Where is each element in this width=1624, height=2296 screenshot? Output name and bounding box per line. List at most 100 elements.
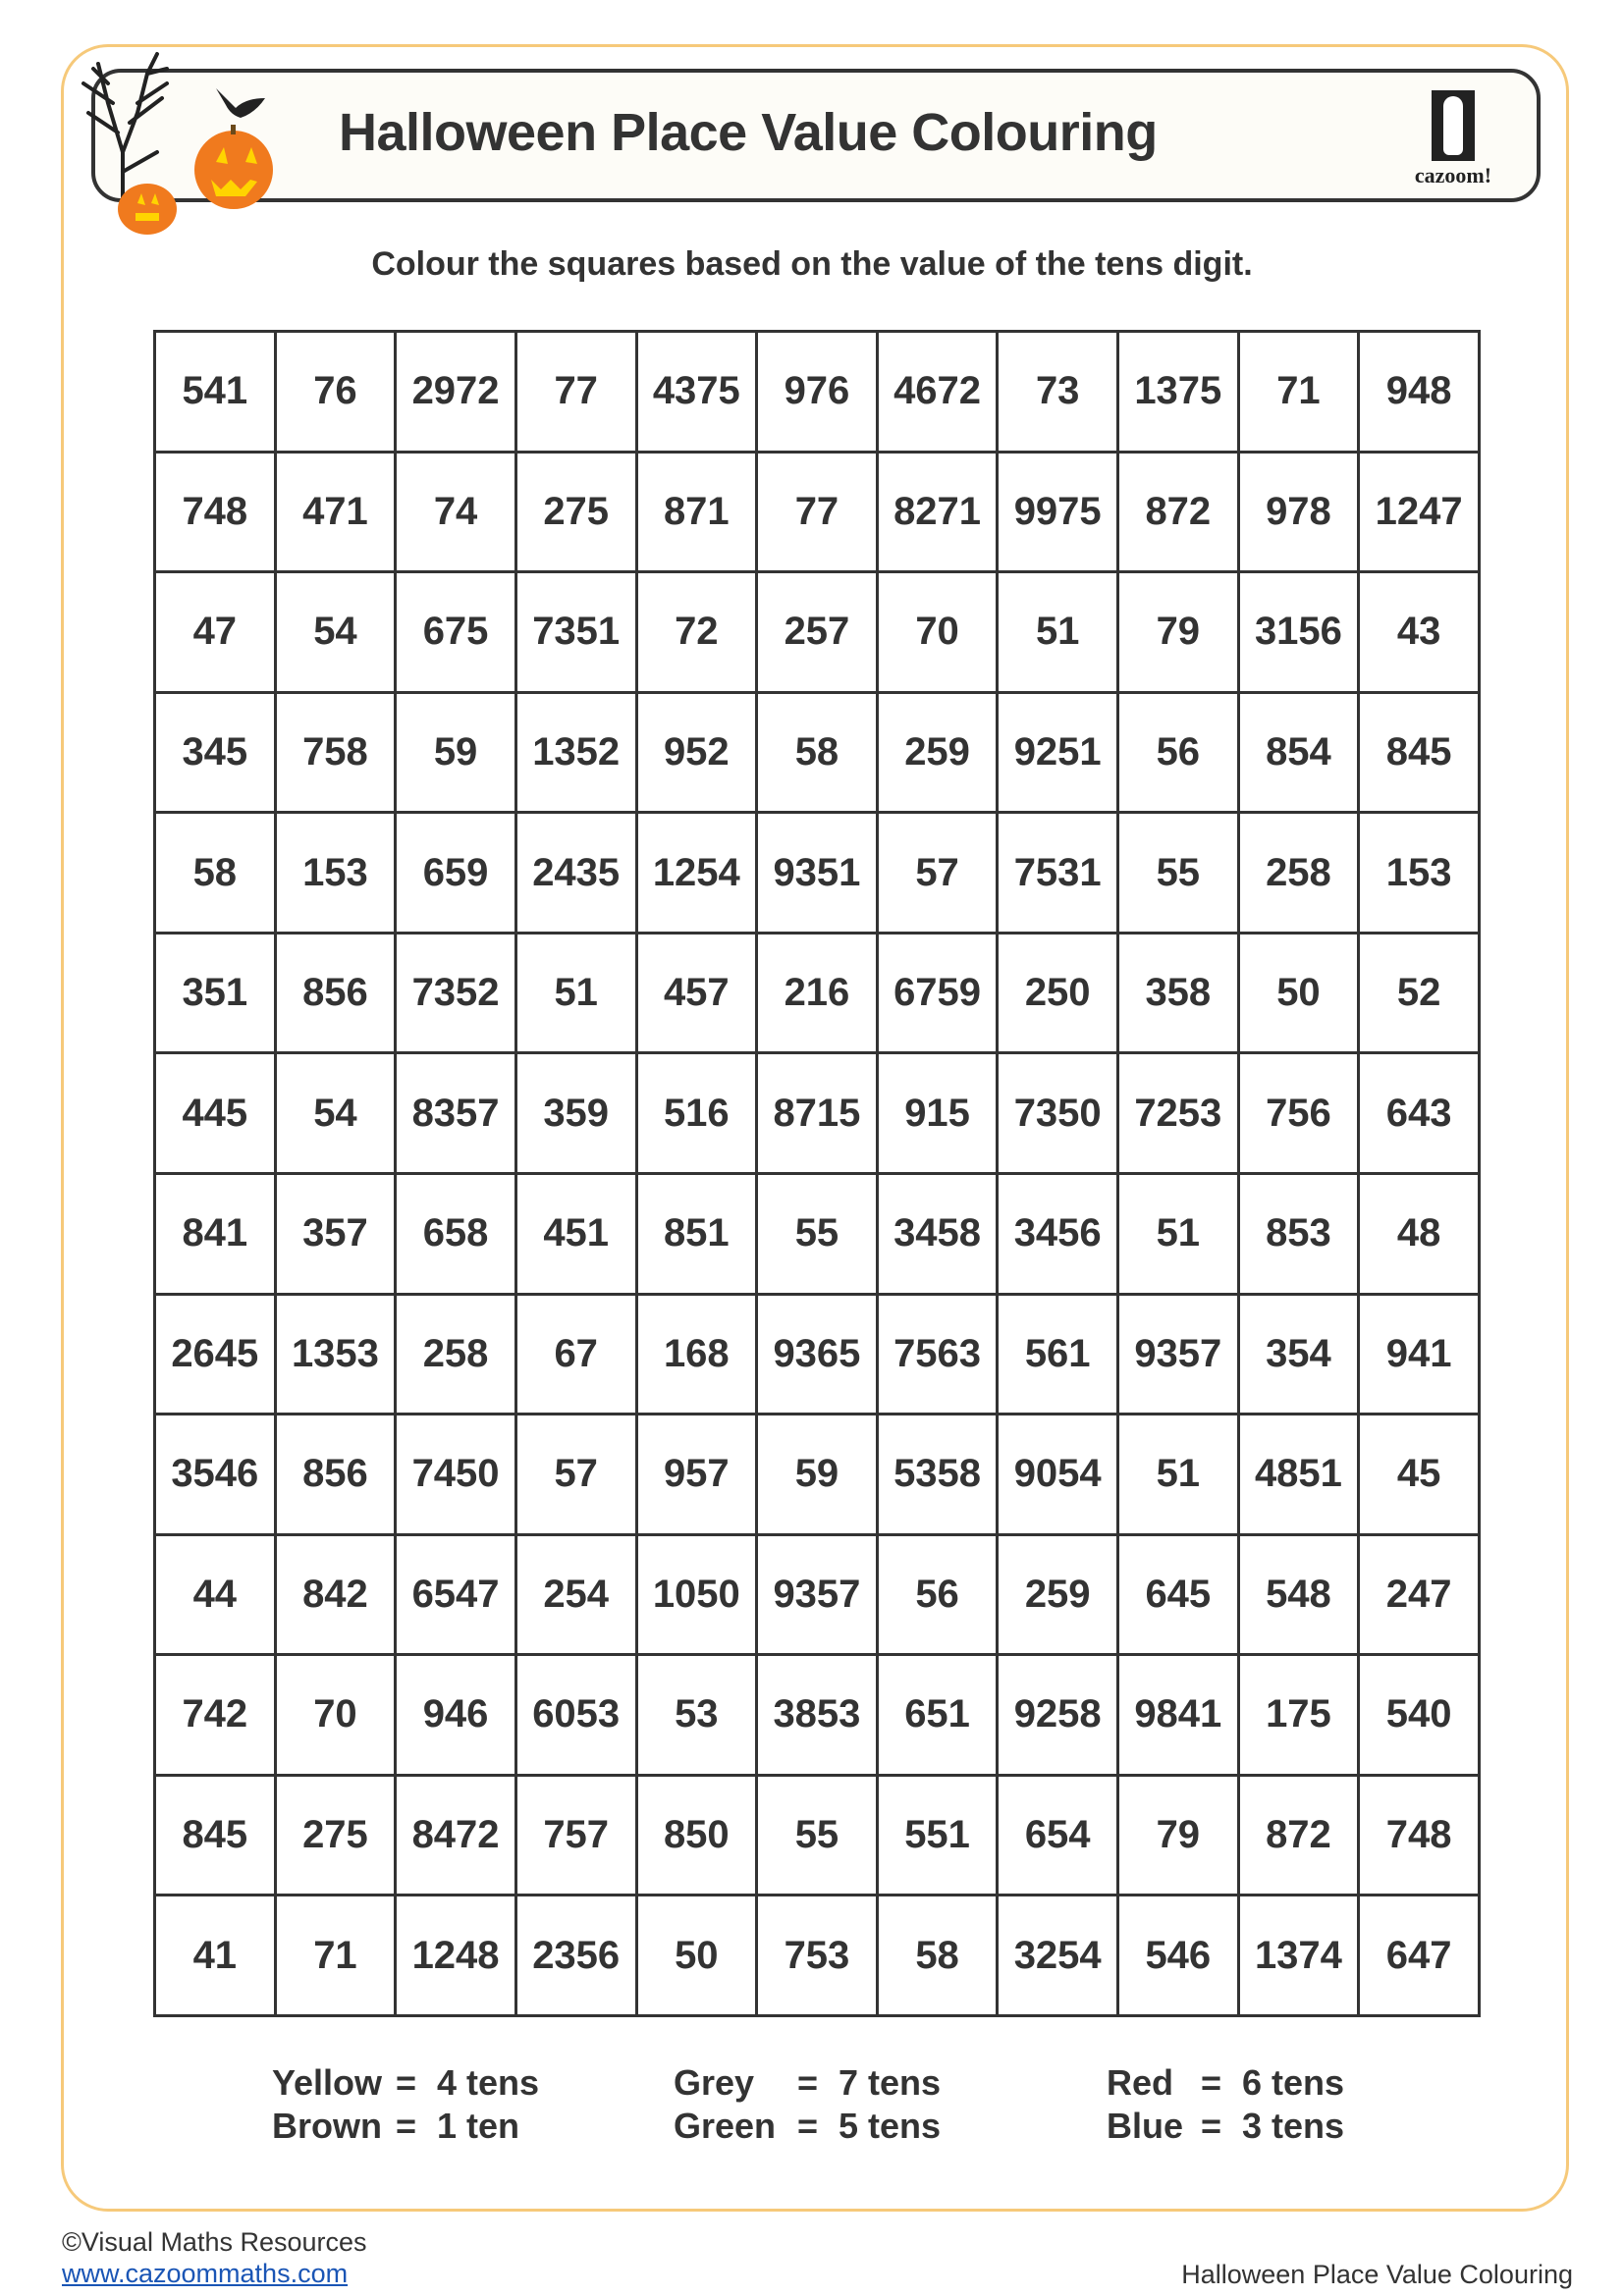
website-link[interactable]: www.cazoommaths.com (62, 2259, 349, 2288)
grid-cell[interactable]: 659 (394, 811, 517, 934)
grid-cell[interactable]: 259 (875, 690, 1000, 815)
grid-cell[interactable]: 216 (755, 931, 879, 1055)
grid-cell[interactable]: 67 (514, 1292, 638, 1416)
grid-cell[interactable]: 250 (996, 931, 1119, 1055)
grid-cell[interactable]: 77 (755, 450, 879, 574)
grid-cell[interactable]: 8715 (755, 1051, 879, 1175)
grid-cell[interactable]: 76 (273, 330, 398, 454)
grid-cell[interactable]: 748 (1357, 1773, 1481, 1897)
grid-cell[interactable]: 7531 (996, 811, 1119, 934)
grid-cell[interactable]: 853 (1236, 1171, 1361, 1296)
grid-cell[interactable]: 57 (514, 1413, 638, 1536)
grid-cell[interactable]: 1353 (273, 1292, 398, 1416)
grid-cell[interactable]: 41 (153, 1894, 277, 2017)
grid-cell[interactable]: 168 (634, 1292, 759, 1416)
grid-cell[interactable]: 976 (755, 330, 879, 454)
grid-cell[interactable]: 957 (634, 1413, 759, 1536)
grid-cell[interactable]: 647 (1357, 1894, 1481, 2017)
grid-cell[interactable]: 55 (755, 1171, 879, 1296)
grid-cell[interactable]: 548 (1236, 1532, 1361, 1657)
grid-cell[interactable]: 8472 (394, 1773, 517, 1897)
grid-cell[interactable]: 872 (1116, 450, 1240, 574)
grid-cell[interactable]: 842 (273, 1532, 398, 1657)
grid-cell[interactable]: 651 (875, 1653, 1000, 1777)
grid-cell[interactable]: 757 (514, 1773, 638, 1897)
grid-cell[interactable]: 70 (875, 570, 1000, 694)
grid-cell[interactable]: 71 (273, 1894, 398, 2017)
grid-cell[interactable]: 47 (153, 570, 277, 694)
grid-cell[interactable]: 471 (273, 450, 398, 574)
grid-cell[interactable]: 6053 (514, 1653, 638, 1777)
grid-cell[interactable]: 1374 (1236, 1894, 1361, 2017)
grid-cell[interactable]: 753 (755, 1894, 879, 2017)
grid-cell[interactable]: 351 (153, 931, 277, 1055)
grid-cell[interactable]: 79 (1116, 1773, 1240, 1897)
grid-cell[interactable]: 50 (1236, 931, 1361, 1055)
grid-cell[interactable]: 54 (273, 570, 398, 694)
grid-cell[interactable]: 51 (1116, 1413, 1240, 1536)
grid-cell[interactable]: 70 (273, 1653, 398, 1777)
grid-cell[interactable]: 44 (153, 1532, 277, 1657)
grid-cell[interactable]: 872 (1236, 1773, 1361, 1897)
grid-cell[interactable]: 71 (1236, 330, 1361, 454)
grid-cell[interactable]: 850 (634, 1773, 759, 1897)
grid-cell[interactable]: 6759 (875, 931, 1000, 1055)
grid-cell[interactable]: 952 (634, 690, 759, 815)
grid-cell[interactable]: 643 (1357, 1051, 1481, 1175)
grid-cell[interactable]: 3853 (755, 1653, 879, 1777)
grid-cell[interactable]: 258 (394, 1292, 517, 1416)
grid-cell[interactable]: 59 (755, 1413, 879, 1536)
grid-cell[interactable]: 4851 (1236, 1413, 1361, 1536)
grid-cell[interactable]: 247 (1357, 1532, 1481, 1657)
grid-cell[interactable]: 8271 (875, 450, 1000, 574)
grid-cell[interactable]: 275 (273, 1773, 398, 1897)
grid-cell[interactable]: 645 (1116, 1532, 1240, 1657)
grid-cell[interactable]: 58 (153, 811, 277, 934)
grid-cell[interactable]: 948 (1357, 330, 1481, 454)
grid-cell[interactable]: 153 (273, 811, 398, 934)
grid-cell[interactable]: 4672 (875, 330, 1000, 454)
grid-cell[interactable]: 55 (1116, 811, 1240, 934)
grid-cell[interactable]: 7351 (514, 570, 638, 694)
grid-cell[interactable]: 2645 (153, 1292, 277, 1416)
grid-cell[interactable]: 175 (1236, 1653, 1361, 1777)
grid-cell[interactable]: 9975 (996, 450, 1119, 574)
grid-cell[interactable]: 43 (1357, 570, 1481, 694)
grid-cell[interactable]: 56 (875, 1532, 1000, 1657)
grid-cell[interactable]: 53 (634, 1653, 759, 1777)
grid-cell[interactable]: 354 (1236, 1292, 1361, 1416)
grid-cell[interactable]: 52 (1357, 931, 1481, 1055)
grid-cell[interactable]: 9357 (1116, 1292, 1240, 1416)
grid-cell[interactable]: 851 (634, 1171, 759, 1296)
grid-cell[interactable]: 73 (996, 330, 1119, 454)
grid-cell[interactable]: 2435 (514, 811, 638, 934)
grid-cell[interactable]: 54 (273, 1051, 398, 1175)
grid-cell[interactable]: 3458 (875, 1171, 1000, 1296)
grid-cell[interactable]: 258 (1236, 811, 1361, 934)
grid-cell[interactable]: 50 (634, 1894, 759, 2017)
grid-cell[interactable]: 257 (755, 570, 879, 694)
grid-cell[interactable]: 978 (1236, 450, 1361, 574)
grid-cell[interactable]: 516 (634, 1051, 759, 1175)
grid-cell[interactable]: 48 (1357, 1171, 1481, 1296)
grid-cell[interactable]: 3456 (996, 1171, 1119, 1296)
grid-cell[interactable]: 357 (273, 1171, 398, 1296)
grid-cell[interactable]: 1375 (1116, 330, 1240, 454)
grid-cell[interactable]: 1247 (1357, 450, 1481, 574)
grid-cell[interactable]: 856 (273, 1413, 398, 1536)
grid-cell[interactable]: 51 (514, 931, 638, 1055)
grid-cell[interactable]: 845 (153, 1773, 277, 1897)
grid-cell[interactable]: 1248 (394, 1894, 517, 2017)
grid-cell[interactable]: 3546 (153, 1413, 277, 1536)
grid-cell[interactable]: 9351 (755, 811, 879, 934)
grid-cell[interactable]: 561 (996, 1292, 1119, 1416)
grid-cell[interactable]: 445 (153, 1051, 277, 1175)
grid-cell[interactable]: 941 (1357, 1292, 1481, 1416)
grid-cell[interactable]: 854 (1236, 690, 1361, 815)
grid-cell[interactable]: 457 (634, 931, 759, 1055)
grid-cell[interactable]: 758 (273, 690, 398, 815)
grid-cell[interactable]: 915 (875, 1051, 1000, 1175)
grid-cell[interactable]: 7352 (394, 931, 517, 1055)
grid-cell[interactable]: 3156 (1236, 570, 1361, 694)
grid-cell[interactable]: 79 (1116, 570, 1240, 694)
